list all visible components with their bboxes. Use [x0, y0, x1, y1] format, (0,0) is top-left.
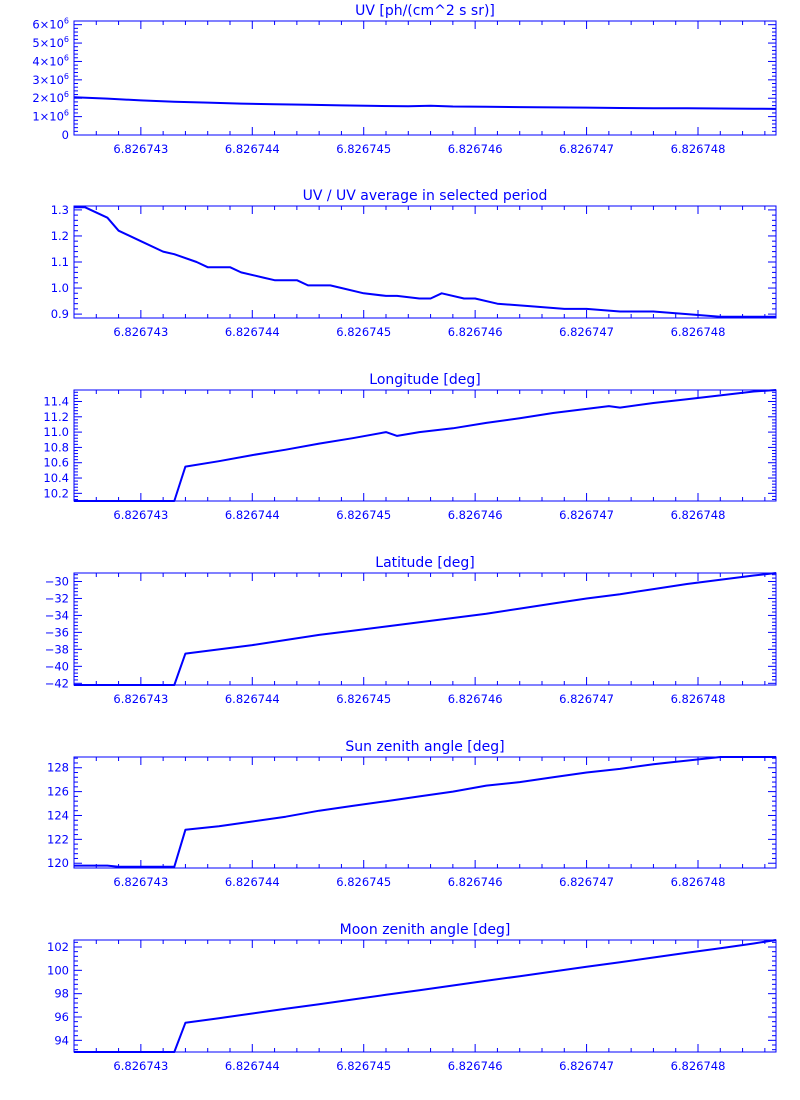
- y-tick-label: 100: [47, 963, 69, 977]
- panel-4: Latitude [deg] 6.826743 6.826744 6.826745 6.…: [45, 555, 777, 706]
- y-tick-label: 2×106: [32, 90, 69, 105]
- y-tick-label: 0.9: [51, 307, 69, 321]
- x-tick-label: 6.826746: [448, 142, 503, 156]
- panel-1: UV [ph/(cm^2 s sr)] 6.826743 6.826744 6.826…: [32, 3, 777, 156]
- y-tick-label: 1.2: [51, 229, 69, 243]
- plot-frame: [73, 20, 777, 136]
- x-tick-label: 6.826743: [113, 1059, 168, 1073]
- x-tick-label: 6.826748: [671, 875, 726, 889]
- x-tick-label: 6.826744: [225, 325, 280, 339]
- series-line: [74, 572, 777, 686]
- x-tick-label: 6.826743: [113, 508, 168, 522]
- x-tick-label: 6.826744: [225, 692, 280, 706]
- x-tick-label: 6.826745: [336, 692, 391, 706]
- y-tick-label: −36: [45, 625, 69, 639]
- x-tick-label: 6.826748: [671, 508, 726, 522]
- y-tick-label: 1.0: [51, 281, 69, 295]
- panel-title: Longitude [deg]: [369, 372, 480, 388]
- series-line: [74, 206, 776, 318]
- panel-5: Sun zenith angle [deg] 6.826743 6.826744 6.…: [47, 739, 777, 889]
- y-tick-label: 96: [54, 1010, 69, 1024]
- y-tick-label: 0: [62, 128, 69, 142]
- x-tick-label: 6.826746: [448, 875, 503, 889]
- y-tick-label: 10.6: [43, 456, 69, 470]
- x-tick-label: 6.826744: [225, 1059, 280, 1073]
- x-tick-label: 6.826745: [336, 508, 391, 522]
- y-tick-label: −32: [45, 591, 69, 605]
- x-tick-label: 6.826746: [448, 692, 503, 706]
- y-tick-label: 11.2: [43, 410, 69, 424]
- panel-title: UV [ph/(cm^2 s sr)]: [355, 3, 495, 19]
- y-tick-label: 122: [47, 832, 69, 846]
- x-tick-label: 6.826747: [559, 142, 614, 156]
- y-tick-label: 5×106: [32, 35, 69, 50]
- x-tick-label: 6.826744: [225, 875, 280, 889]
- y-tick-label: 11.4: [43, 394, 69, 408]
- x-tick-label: 6.826746: [448, 325, 503, 339]
- x-tick-label: 6.826748: [671, 142, 726, 156]
- y-tick-label: 98: [54, 987, 69, 1001]
- x-tick-label: 6.826747: [559, 508, 614, 522]
- x-tick-label: 6.826744: [225, 508, 280, 522]
- y-tick-label: −38: [45, 642, 69, 656]
- y-tick-label: 10.2: [43, 486, 69, 500]
- x-tick-label: 6.826743: [113, 692, 168, 706]
- y-tick-label: −40: [45, 659, 69, 673]
- x-tick-label: 6.826743: [113, 142, 168, 156]
- y-tick-label: 128: [47, 761, 69, 775]
- x-tick-label: 6.826745: [336, 142, 391, 156]
- y-tick-label: 124: [47, 808, 69, 822]
- y-tick-label: 6×106: [32, 17, 69, 32]
- plot-frame: [73, 205, 777, 319]
- plot-frame: [73, 939, 777, 1053]
- y-tick-label: 102: [47, 940, 69, 954]
- x-tick-label: 6.826745: [336, 1059, 391, 1073]
- y-tick-label: 1.3: [51, 203, 69, 217]
- series-line: [73, 96, 777, 110]
- x-tick-label: 6.826744: [225, 142, 280, 156]
- x-tick-label: 6.826748: [671, 692, 726, 706]
- x-tick-label: 6.826747: [559, 692, 614, 706]
- y-tick-label: 126: [47, 785, 69, 799]
- x-tick-label: 6.826748: [671, 325, 726, 339]
- x-tick-label: 6.826747: [559, 875, 614, 889]
- x-tick-label: 6.826746: [448, 1059, 503, 1073]
- y-tick-label: 10.8: [43, 440, 69, 454]
- series-line: [74, 389, 777, 502]
- panel-title: Latitude [deg]: [375, 555, 474, 571]
- x-tick-label: 6.826746: [448, 508, 503, 522]
- x-tick-label: 6.826747: [559, 325, 614, 339]
- panel-title: Sun zenith angle [deg]: [345, 739, 504, 755]
- y-tick-label: 120: [47, 856, 69, 870]
- y-tick-label: 10.4: [43, 471, 69, 485]
- series-line: [74, 939, 777, 1053]
- y-tick-label: −42: [45, 676, 69, 690]
- plot-frame: [73, 389, 777, 502]
- y-tick-label: 4×106: [32, 53, 69, 68]
- y-tick-label: 1.1: [51, 255, 69, 269]
- panel-3: Longitude [deg] 6.826743 6.826744 6.826745 6…: [43, 372, 777, 522]
- series-line: [74, 756, 776, 868]
- x-tick-label: 6.826743: [113, 875, 168, 889]
- y-tick-label: −34: [45, 608, 69, 622]
- panel-title: UV / UV average in selected period: [303, 188, 548, 204]
- y-tick-label: 1×106: [32, 109, 69, 124]
- plot-frame: [73, 756, 777, 869]
- x-tick-label: 6.826743: [113, 325, 168, 339]
- y-tick-label: 3×106: [32, 72, 69, 87]
- panel-6: Moon zenith angle [deg] 6.826743 6.826744 6…: [47, 922, 777, 1073]
- x-tick-label: 6.826748: [671, 1059, 726, 1073]
- x-tick-label: 6.826745: [336, 325, 391, 339]
- panel-title: Moon zenith angle [deg]: [340, 922, 511, 938]
- y-tick-label: 94: [54, 1033, 69, 1047]
- y-tick-label: −30: [45, 574, 69, 588]
- panel-2: UV / UV average in selected period 6.8267…: [51, 188, 777, 339]
- y-tick-label: 11.0: [43, 425, 69, 439]
- x-tick-label: 6.826747: [559, 1059, 614, 1073]
- x-tick-label: 6.826745: [336, 875, 391, 889]
